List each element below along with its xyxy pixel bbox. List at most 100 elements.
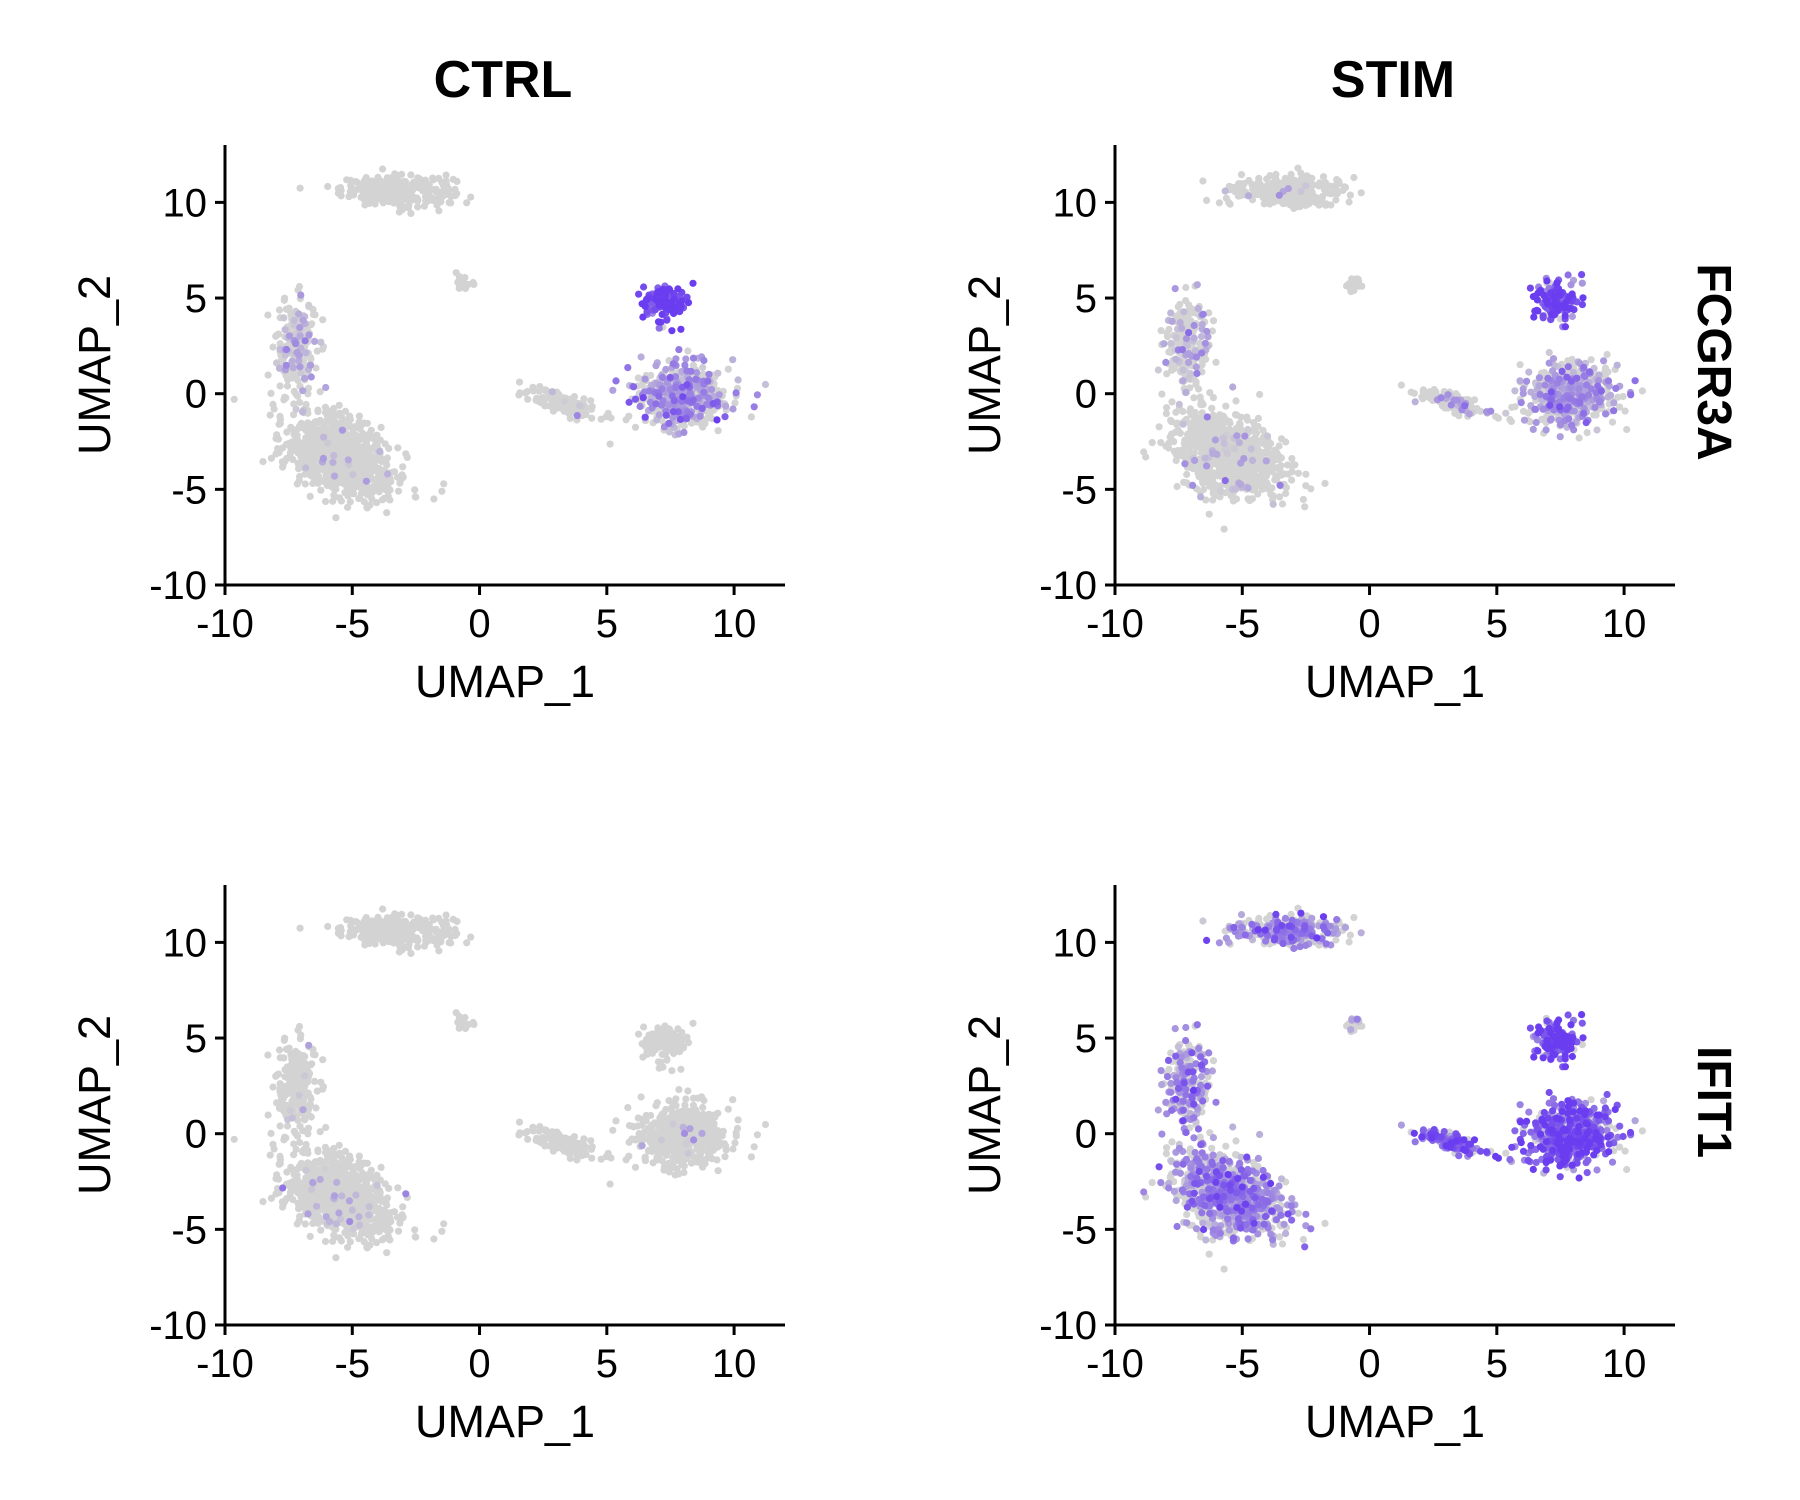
cell-point (1502, 409, 1510, 417)
y-tick-label: 0 (185, 373, 207, 417)
cell-point (645, 387, 653, 395)
cell-point (606, 440, 614, 448)
cell-point (279, 463, 287, 471)
cell-point (1529, 425, 1537, 433)
cell-point (1282, 484, 1290, 492)
cell-point (1583, 381, 1591, 389)
cell-point (294, 1026, 302, 1034)
cell-point (1544, 374, 1552, 382)
cell-point (438, 487, 446, 495)
cell-point (612, 377, 620, 385)
cell-point (1256, 390, 1264, 399)
cell-point (1551, 299, 1559, 307)
cell-point (1397, 381, 1405, 389)
cell-point (1290, 461, 1298, 469)
cell-point (729, 405, 737, 413)
cell-point (395, 177, 403, 185)
cell-point (1575, 434, 1583, 442)
cell-point (679, 393, 687, 401)
cell-point (1240, 455, 1248, 463)
cell-point (363, 419, 371, 427)
cell-point (346, 498, 354, 506)
cell-point (1578, 301, 1586, 309)
cell-point (587, 397, 595, 405)
cell-point (399, 463, 407, 471)
cell-point (1193, 369, 1201, 378)
cell-point (281, 1034, 289, 1042)
y-axis-label: UMAP_2 (69, 275, 120, 455)
cell-point (362, 477, 370, 485)
cell-point (336, 467, 344, 475)
cell-point (322, 417, 331, 425)
cell-point (1203, 413, 1211, 421)
cell-point (731, 399, 739, 407)
cell-point (324, 439, 332, 447)
x-tick-label: -5 (1224, 602, 1260, 646)
cell-point (338, 476, 346, 484)
cell-point (267, 389, 275, 397)
cell-point (413, 194, 421, 202)
cell-point (1198, 349, 1206, 357)
cell-point (669, 360, 678, 368)
cell-point (1184, 439, 1192, 447)
cell-point (1579, 294, 1587, 302)
cell-point (1168, 430, 1176, 438)
cell-point (1212, 358, 1220, 366)
cell-point (299, 1064, 307, 1072)
cell-point (343, 176, 351, 184)
cell-point (625, 398, 633, 406)
cell-point (636, 402, 644, 411)
row-title-fcgr3a: FCGR3A (1687, 263, 1740, 460)
cell-point (301, 374, 309, 382)
cell-point (521, 389, 529, 397)
cell-point (672, 383, 680, 391)
cell-point (461, 282, 469, 290)
cell-point (342, 419, 350, 427)
cell-point (707, 385, 716, 394)
cell-point (680, 428, 688, 436)
cell-point (317, 486, 325, 494)
cell-point (1585, 368, 1594, 376)
cell-point (1539, 312, 1547, 320)
cell-point (1215, 412, 1223, 420)
cell-point (1556, 433, 1564, 441)
cell-point (687, 367, 695, 375)
cell-point (698, 404, 706, 412)
cell-point (1222, 402, 1230, 410)
cell-point (1556, 403, 1564, 411)
cell-point (1275, 191, 1283, 199)
cell-point (1447, 401, 1455, 409)
cell-point (296, 184, 304, 192)
cell-point (1278, 500, 1287, 508)
cell-point (1178, 346, 1186, 354)
cell-point (1200, 476, 1208, 485)
cell-point (1264, 197, 1272, 205)
cell-point (343, 916, 351, 924)
cell-point (299, 316, 307, 324)
cell-point (320, 447, 328, 455)
cell-point (367, 426, 375, 434)
cell-point (666, 373, 674, 382)
cell-point (573, 412, 581, 420)
cell-point (667, 299, 675, 307)
cell-point (1335, 179, 1343, 187)
cell-point (363, 454, 371, 462)
cell-point (404, 944, 413, 952)
cell-point (1519, 407, 1528, 415)
cell-point (301, 337, 309, 345)
cell-point (1175, 400, 1183, 408)
cell-point (335, 401, 343, 409)
cell-point (662, 411, 670, 419)
cell-point (380, 481, 388, 489)
cell-point (1631, 377, 1639, 385)
cell-point (1540, 291, 1548, 299)
cell-point (1613, 361, 1621, 369)
cell-point (264, 311, 272, 319)
cell-point (297, 291, 305, 299)
cell-point (361, 470, 369, 478)
cell-point (1263, 432, 1272, 440)
cell-point (300, 448, 308, 456)
cell-point (1190, 334, 1198, 342)
